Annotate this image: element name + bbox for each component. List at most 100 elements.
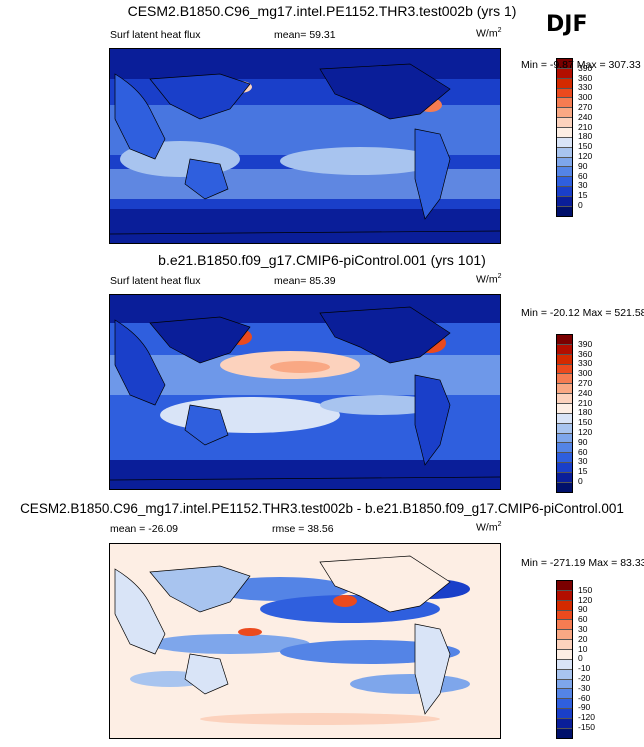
colorbar-tick-label: 360 — [578, 348, 593, 359]
colorbar-tick-label: 30 — [578, 624, 588, 634]
colorbar-tick-label: 0 — [578, 476, 583, 486]
panel-3-units: W/m2 — [476, 521, 501, 534]
panel-3-colorbar: 150 120 90 60 30 20 10 0 -10 -20 -30 -60 -90 -120 -150 — [556, 580, 595, 739]
colorbar-cell — [557, 206, 572, 216]
colorbar-tick-label: 15 — [578, 190, 588, 201]
colorbar-cell — [557, 640, 572, 651]
panel-2-mean-label: mean= — [274, 275, 307, 287]
panel-3-rmse-label: rmse = — [272, 523, 305, 535]
colorbar-cell — [557, 147, 572, 158]
panel-1-units: W/m2 — [476, 27, 501, 40]
panel-3-units-exp: 2 — [497, 521, 502, 528]
panel-2-variable: Surf latent heat flux — [110, 275, 201, 287]
panel-3-rmse: rmse = 38.56 — [272, 523, 334, 535]
colorbar-tick-label: 0 — [578, 653, 583, 664]
colorbar-cell — [557, 404, 572, 414]
colorbar-tick-label: 60 — [578, 446, 588, 457]
colorbar-cell — [557, 78, 572, 89]
colorbar-cell — [557, 600, 572, 611]
colorbar-cell — [557, 689, 572, 700]
panel-1-map — [109, 48, 501, 244]
panel-3-units-base: W/m — [476, 521, 498, 534]
colorbar-tick-label: 180 — [578, 407, 593, 418]
colorbar-cell — [557, 453, 572, 464]
colorbar-cell — [557, 98, 572, 109]
colorbar-tick-label: 270 — [578, 378, 593, 388]
colorbar-cell — [557, 118, 572, 129]
colorbar-cell — [557, 463, 572, 474]
colorbar-cell — [557, 482, 572, 492]
colorbar-tick-label: 390 — [578, 62, 593, 73]
colorbar-cell — [557, 709, 572, 720]
panel-3-range: Min = -271.19 Max = 83.33 — [521, 557, 644, 569]
colorbar-tick-label: 90 — [578, 160, 588, 171]
colorbar-tick-label: -10 — [578, 663, 591, 674]
colorbar-swatches — [556, 334, 573, 493]
colorbar-cell — [557, 590, 572, 601]
colorbar-cell — [557, 433, 572, 444]
colorbar-cell — [557, 187, 572, 198]
panel-2-mean-value: 85.39 — [309, 275, 336, 287]
colorbar-cell — [557, 719, 572, 729]
colorbar-tick-label: -30 — [578, 682, 591, 693]
colorbar-tick-label: 20 — [578, 633, 588, 644]
colorbar-cell — [557, 335, 572, 345]
colorbar-tick-label: 300 — [578, 92, 593, 103]
colorbar-tick-label: 30 — [578, 456, 588, 467]
panel-2-units-exp: 2 — [497, 273, 502, 280]
panel-3-mean-value: -26.09 — [148, 523, 179, 535]
colorbar-cell — [557, 128, 572, 138]
panel-2-units-base: W/m — [476, 273, 498, 286]
colorbar-cell — [557, 177, 572, 188]
colorbar-cell — [557, 669, 572, 680]
panel-3-mean: mean = -26.09 — [110, 523, 178, 535]
colorbar-cell — [557, 364, 572, 375]
colorbar-tick-label: -20 — [578, 673, 591, 683]
colorbar-tick-label: 60 — [578, 614, 588, 625]
colorbar-tick-label: 10 — [578, 643, 588, 654]
panel-2-mean: mean= 85.39 — [274, 275, 336, 287]
panel-1-units-base: W/m — [476, 27, 498, 40]
colorbar-tick-label: 330 — [578, 358, 593, 369]
colorbar-cell — [557, 630, 572, 641]
colorbar-cell — [557, 384, 572, 395]
colorbar-cell — [557, 108, 572, 119]
colorbar-tick-label: 120 — [578, 151, 593, 161]
colorbar-cell — [557, 581, 572, 591]
panel-3-title: CESM2.B1850.C96_mg17.intel.PE1152.THR3.t… — [20, 501, 624, 516]
colorbar-cell — [557, 88, 572, 99]
colorbar-cell — [557, 610, 572, 621]
panel-2-units: W/m2 — [476, 273, 501, 286]
colorbar-tick-label: 210 — [578, 397, 593, 408]
colorbar-tick-label: -60 — [578, 692, 591, 703]
colorbar-tick-label: 150 — [578, 417, 593, 428]
colorbar-tick-label: 360 — [578, 72, 593, 83]
colorbar-cell — [557, 68, 572, 79]
panel-1-mean: mean= 59.31 — [274, 29, 336, 41]
season-label: DJF — [546, 12, 588, 37]
colorbar-tick-label: -120 — [578, 712, 596, 723]
colorbar-cell — [557, 699, 572, 710]
colorbar-cell — [557, 137, 572, 148]
colorbar-cell — [557, 374, 572, 385]
colorbar-swatches — [556, 580, 573, 739]
colorbar-cell — [557, 443, 572, 454]
colorbar-tick-label: -90 — [578, 702, 591, 713]
colorbar-tick-label: 60 — [578, 170, 588, 181]
panel-1-mean-label: mean= — [274, 29, 307, 41]
colorbar-cell — [557, 679, 572, 690]
panel-2-range: Min = -20.12 Max = 521.58 — [521, 307, 644, 319]
panel-2-colorbar: 390 360 330 300 270 240 210 180 150 120 90 60 30 15 0 — [556, 334, 592, 493]
colorbar-tick-label: 120 — [578, 427, 593, 437]
colorbar-cell — [557, 423, 572, 434]
panel-2-title: b.e21.B1850.f09_g17.CMIP6-piControl.001 … — [158, 252, 486, 268]
colorbar-tick-label: 240 — [578, 111, 593, 122]
colorbar-tick-label: 150 — [578, 584, 593, 595]
colorbar-tick-label: 180 — [578, 131, 593, 142]
colorbar-cell — [557, 473, 572, 483]
panel-3-rmse-value: 38.56 — [307, 523, 334, 535]
colorbar-cell — [557, 659, 572, 670]
colorbar-tick-label: 390 — [578, 338, 593, 349]
colorbar-cell — [557, 167, 572, 178]
colorbar-cell — [557, 650, 572, 660]
